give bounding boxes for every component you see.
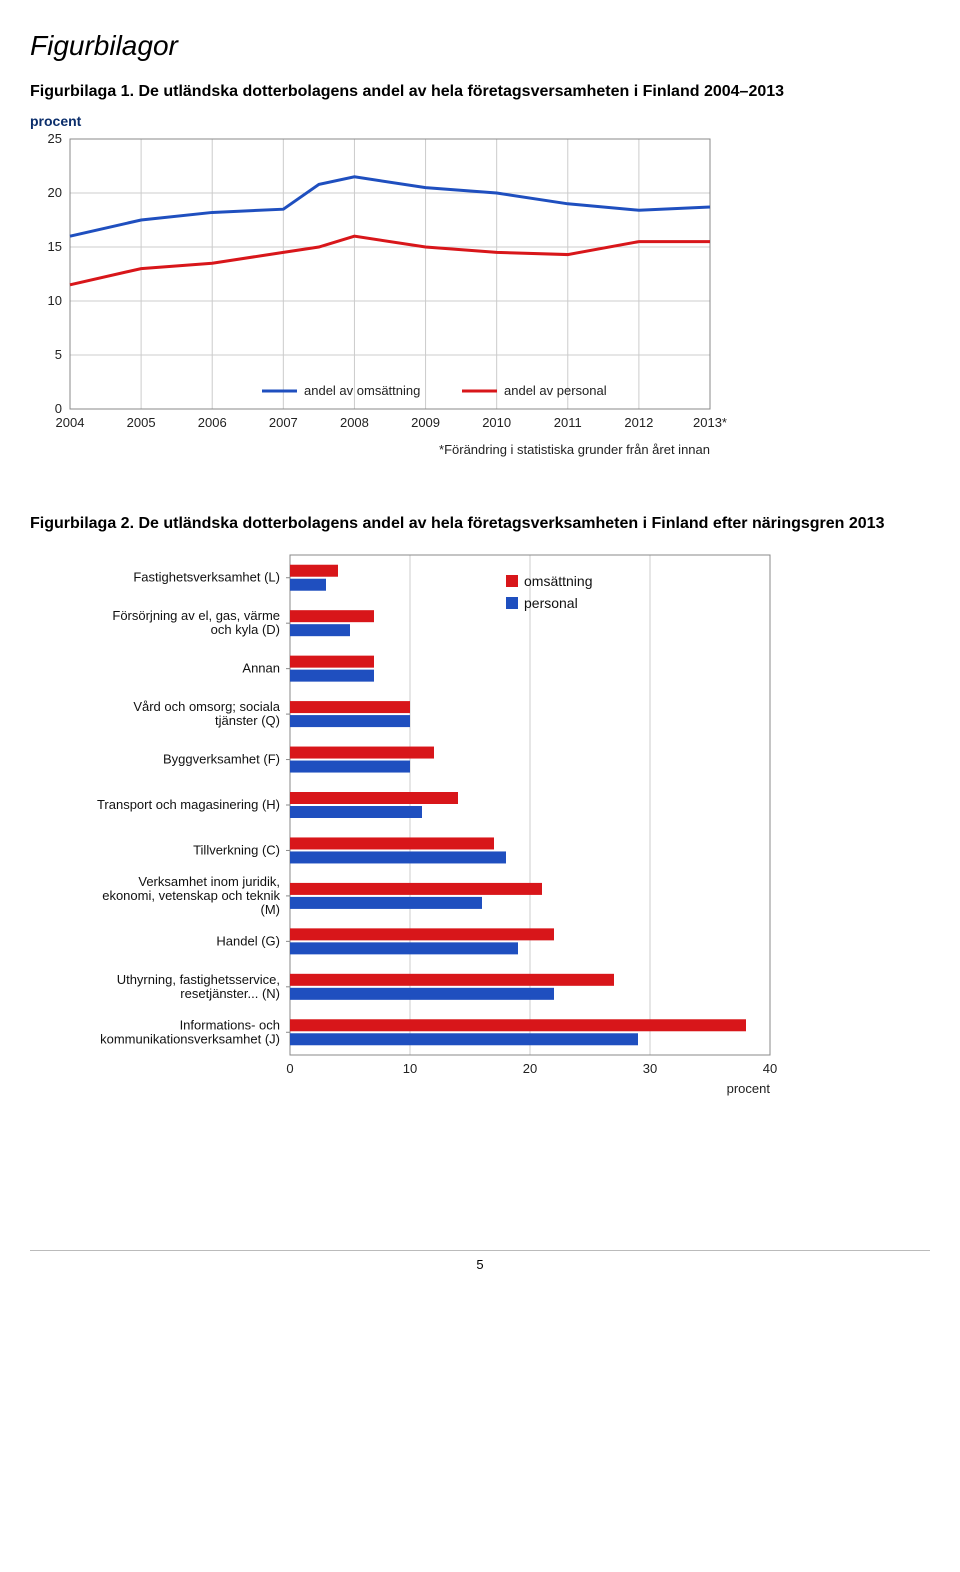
fig1-chart: procent 0 5 10 15 20 25 2004 2005 2006 2007 2008 20… (30, 113, 930, 494)
fig1-title: Figurbilaga 1. De utländska dotterbolage… (30, 82, 930, 103)
svg-text:25: 25 (48, 131, 62, 146)
svg-text:procent: procent (727, 1081, 771, 1096)
fig2-chart: 0 10 20 30 40 Fastighetsverksamhet (L) Försörj… (30, 545, 930, 1110)
svg-text:2010: 2010 (482, 415, 511, 430)
page-title: Figurbilagor (30, 30, 930, 62)
svg-text:Informations- och: Informations- och (180, 1017, 280, 1032)
svg-text:Uthyrning, fastighetsservice,: Uthyrning, fastighetsservice, (117, 971, 280, 986)
svg-text:tjänster (Q): tjänster (Q) (215, 713, 280, 728)
svg-text:*Förändring i statistiska grun: *Förändring i statistiska grunder från å… (439, 442, 710, 457)
svg-text:och kyla (D): och kyla (D) (211, 622, 280, 637)
svg-text:15: 15 (48, 239, 62, 254)
svg-text:2009: 2009 (411, 415, 440, 430)
svg-text:andel av personal: andel av personal (504, 383, 607, 398)
svg-text:andel av omsättning: andel av omsättning (304, 383, 420, 398)
svg-text:Vård och omsorg; sociala: Vård och omsorg; sociala (133, 699, 280, 714)
fig1-ylabel: procent (30, 113, 930, 129)
svg-text:Verksamhet inom juridik,: Verksamhet inom juridik, (138, 874, 280, 889)
svg-text:personal: personal (524, 595, 578, 611)
svg-text:2013*: 2013* (693, 415, 727, 430)
svg-text:5: 5 (55, 347, 62, 362)
svg-text:Byggverksamhet (F): Byggverksamhet (F) (163, 751, 280, 766)
svg-text:0: 0 (286, 1061, 293, 1076)
svg-text:2007: 2007 (269, 415, 298, 430)
svg-text:0: 0 (55, 401, 62, 416)
svg-text:Annan: Annan (242, 660, 280, 675)
fig2-title: Figurbilaga 2. De utländska dotterbolage… (30, 514, 930, 535)
svg-text:Transport och magasinering (H): Transport och magasinering (H) (97, 797, 280, 812)
svg-text:10: 10 (48, 293, 62, 308)
svg-text:(M): (M) (261, 902, 281, 917)
svg-text:2005: 2005 (127, 415, 156, 430)
svg-text:20: 20 (48, 185, 62, 200)
svg-text:ekonomi, vetenskap och teknik: ekonomi, vetenskap och teknik (102, 888, 280, 903)
svg-text:omsättning: omsättning (524, 573, 592, 589)
fig1-svg: 0 5 10 15 20 25 2004 2005 2006 2007 2008 2009 2010 20… (30, 129, 730, 489)
svg-text:resetjänster... (N): resetjänster... (N) (180, 985, 280, 1000)
svg-text:kommunikationsverksamhet (J): kommunikationsverksamhet (J) (100, 1031, 280, 1046)
svg-text:2011: 2011 (554, 415, 582, 430)
svg-text:2008: 2008 (340, 415, 369, 430)
svg-text:Fastighetsverksamhet (L): Fastighetsverksamhet (L) (133, 569, 280, 584)
svg-text:2012: 2012 (624, 415, 653, 430)
svg-text:Tillverkning (C): Tillverkning (C) (193, 842, 280, 857)
svg-text:2006: 2006 (198, 415, 227, 430)
fig2-svg: 0 10 20 30 40 Fastighetsverksamhet (L) Försörj… (30, 545, 790, 1105)
svg-text:40: 40 (763, 1061, 777, 1076)
svg-text:30: 30 (643, 1061, 657, 1076)
svg-text:10: 10 (403, 1061, 417, 1076)
svg-text:Handel (G): Handel (G) (216, 933, 280, 948)
page-footer: 5 (30, 1250, 930, 1272)
svg-text:2004: 2004 (56, 415, 85, 430)
svg-text:Försörjning av el, gas, värme: Försörjning av el, gas, värme (112, 608, 280, 623)
page-number: 5 (476, 1257, 483, 1272)
svg-text:20: 20 (523, 1061, 537, 1076)
